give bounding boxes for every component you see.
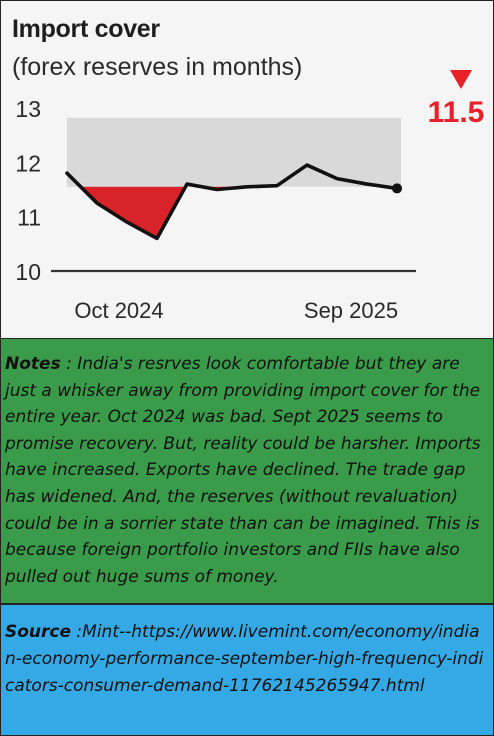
notes-text: : India's resrves look comfortable but t… (5, 354, 481, 587)
below-band-fill (80, 186, 186, 239)
notes-box: Notes : India's resrves look comfortable… (0, 339, 494, 604)
chart-title: Import cover (12, 15, 160, 43)
latest-point (392, 183, 402, 194)
source-text: :Mint--https://www.livemint.com/economy/… (5, 622, 484, 696)
source-label: Source (5, 622, 72, 642)
notes-label: Notes (5, 354, 61, 374)
y-tick-label: 10 (15, 259, 41, 285)
x-tick-label: Sep 2025 (304, 298, 398, 323)
import-cover-line-chart: 10 11 12 13 Oct 2024 Sep 2025 11.5 (15, 70, 485, 323)
x-tick-label: Oct 2024 (74, 298, 163, 323)
down-triangle-icon (450, 70, 472, 89)
chart-panel: Import cover (forex reserves in months) … (0, 0, 494, 339)
latest-value-label: 11.5 (428, 96, 485, 129)
chart-subtitle: (forex reserves in months) (12, 53, 303, 81)
comfort-band (67, 117, 401, 187)
y-tick-label: 11 (17, 205, 41, 231)
y-tick-label: 12 (15, 150, 41, 176)
series-line (65, 163, 399, 241)
y-tick-label: 13 (15, 96, 41, 122)
source-box: Source :Mint--https://www.livemint.com/e… (0, 604, 494, 736)
